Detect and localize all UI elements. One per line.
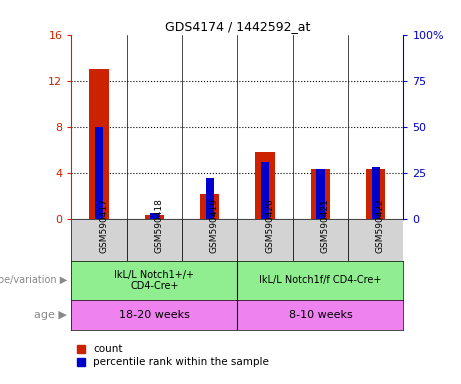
Text: GSM590422: GSM590422 [376, 198, 385, 253]
Bar [89, 69, 109, 219]
Text: GSM590419: GSM590419 [210, 198, 219, 253]
Text: GSM590420: GSM590420 [265, 198, 274, 253]
Text: genotype/variation ▶: genotype/variation ▶ [0, 275, 67, 285]
Bar [311, 169, 330, 219]
Bar [316, 169, 325, 219]
Bar [95, 127, 103, 219]
FancyBboxPatch shape [348, 219, 403, 261]
Bar [71, 261, 237, 300]
FancyBboxPatch shape [127, 219, 182, 261]
Title: GDS4174 / 1442592_at: GDS4174 / 1442592_at [165, 20, 310, 33]
Bar [206, 178, 214, 219]
Bar [366, 169, 385, 219]
FancyBboxPatch shape [182, 219, 237, 261]
Text: 18-20 weeks: 18-20 weeks [119, 310, 190, 320]
Bar [237, 261, 403, 300]
Bar [261, 162, 269, 219]
Bar [255, 152, 275, 219]
Text: IkL/L Notch1+/+
CD4-Cre+: IkL/L Notch1+/+ CD4-Cre+ [114, 270, 195, 291]
Text: GSM590418: GSM590418 [154, 198, 164, 253]
Legend: count, percentile rank within the sample: count, percentile rank within the sample [77, 344, 269, 367]
Bar [150, 214, 159, 219]
Bar [145, 215, 164, 219]
Text: 8-10 weeks: 8-10 weeks [289, 310, 352, 320]
Text: age ▶: age ▶ [34, 310, 67, 320]
Text: GSM590417: GSM590417 [99, 198, 108, 253]
Text: IkL/L Notch1f/f CD4-Cre+: IkL/L Notch1f/f CD4-Cre+ [259, 275, 382, 285]
Bar [71, 300, 237, 330]
Text: GSM590421: GSM590421 [320, 198, 330, 253]
FancyBboxPatch shape [293, 219, 348, 261]
Bar [372, 167, 380, 219]
FancyBboxPatch shape [237, 219, 293, 261]
Bar [237, 300, 403, 330]
FancyBboxPatch shape [71, 219, 127, 261]
Bar [200, 194, 219, 219]
